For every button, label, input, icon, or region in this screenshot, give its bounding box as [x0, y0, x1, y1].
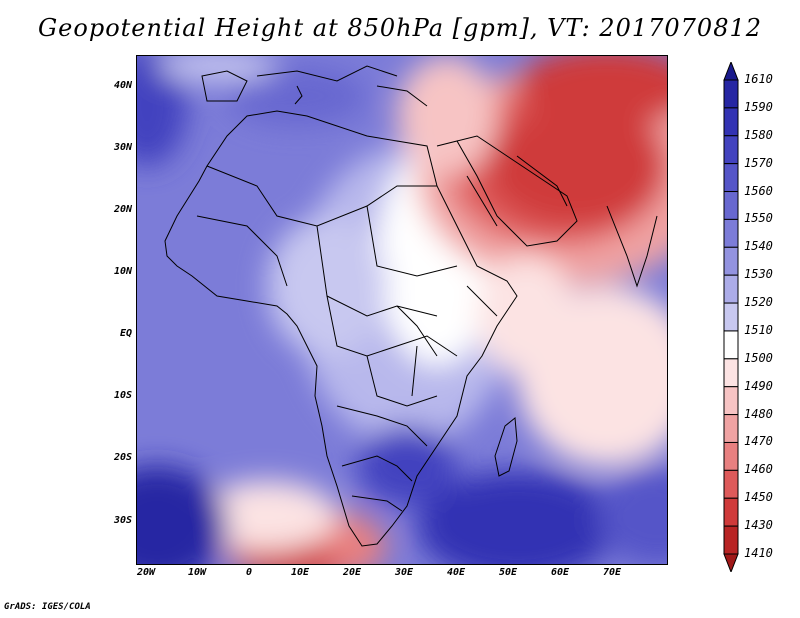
coastlines	[164, 65, 658, 547]
colorbar-swatch	[723, 330, 739, 360]
colorbar-swatch	[723, 469, 739, 499]
colorbar-label: 1540	[744, 239, 773, 254]
colorbar-label: 1520	[744, 295, 773, 310]
colorbar-swatch	[723, 135, 739, 165]
lon-label-0: 0	[245, 567, 253, 578]
lat-label-10S: 10S	[113, 390, 132, 401]
colorbar-swatch	[723, 274, 739, 304]
colorbar-swatch	[723, 525, 739, 555]
colorbar-swatch	[723, 414, 739, 443]
credit-text: GrADS: IGES/COLA	[4, 602, 91, 612]
colorbar-label: 1410	[744, 546, 773, 560]
map-title: Geopotential Height at 850hPa [gpm], VT:…	[38, 14, 762, 42]
colorbar-label: 1580	[744, 127, 773, 142]
lon-label-30E: 30E	[394, 567, 414, 578]
lon-label-60E: 60E	[550, 567, 570, 578]
lon-label-10E: 10E	[290, 567, 310, 578]
colorbar-swatch	[723, 191, 739, 220]
colorbar-label: 1570	[744, 155, 773, 170]
colorbar-bottom-arrow	[723, 553, 739, 572]
lon-label-10W: 10W	[187, 567, 207, 578]
height-field	[137, 56, 667, 564]
geopotential-map	[137, 56, 667, 564]
lon-label-20E: 20E	[342, 567, 362, 578]
map-panel	[136, 55, 668, 565]
colorbar-swatch	[723, 358, 739, 388]
lon-label-20W: 20W	[136, 567, 156, 578]
colorbar-top-arrow	[723, 62, 739, 81]
colorbar-label: 1470	[744, 434, 773, 449]
colorbar-swatch	[723, 246, 739, 276]
colorbar-label: 1510	[744, 322, 773, 337]
lat-label-30S: 30S	[113, 515, 132, 526]
colorbar-swatch	[723, 107, 739, 137]
colorbar-label: 1450	[744, 490, 773, 505]
colorbar-swatch	[723, 441, 739, 471]
lon-label-40E: 40E	[446, 567, 466, 578]
colorbar-label: 1610	[744, 72, 773, 86]
colorbar-label: 1550	[744, 211, 773, 226]
lat-label-eq: EQ	[119, 328, 132, 339]
colorbar-swatch	[723, 218, 739, 248]
lat-label-30N: 30N	[113, 142, 132, 153]
colorbar-label: 1460	[744, 462, 773, 477]
colorbar-swatch	[723, 497, 739, 527]
lat-label-40N: 40N	[113, 80, 132, 91]
colorbar-swatch	[723, 302, 739, 332]
lat-label-10N: 10N	[113, 266, 132, 277]
colorbar	[723, 62, 739, 572]
colorbar-swatch	[723, 163, 739, 193]
colorbar-swatch	[723, 386, 739, 416]
colorbar-label: 1480	[744, 406, 773, 421]
colorbar-swatch	[723, 79, 739, 109]
colorbar-label: 1430	[744, 518, 773, 533]
lat-label-20S: 20S	[113, 452, 132, 463]
colorbar-label: 1560	[744, 183, 773, 198]
colorbar-label: 1490	[744, 378, 773, 393]
lat-label-20N: 20N	[113, 204, 132, 215]
lon-label-50E: 50E	[498, 567, 518, 578]
lon-label-70E: 70E	[602, 567, 622, 578]
colorbar-label: 1530	[744, 267, 773, 282]
colorbar-label: 1590	[744, 99, 773, 114]
colorbar-label: 1500	[744, 350, 773, 365]
